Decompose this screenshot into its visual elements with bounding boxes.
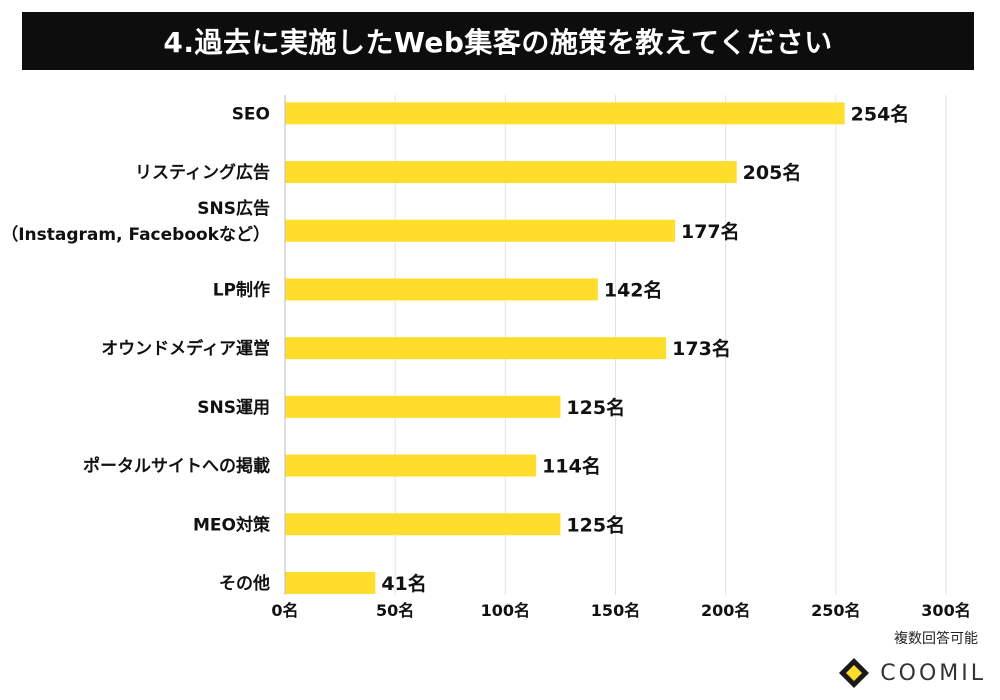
value-label-4: 173名 (672, 337, 731, 360)
bar-6 (285, 454, 537, 477)
value-label-6: 114名 (542, 455, 601, 478)
bar-3 (285, 278, 598, 301)
tick-label-100: 100名 (481, 601, 530, 620)
bar-2 (285, 219, 675, 242)
bar-1 (285, 161, 737, 184)
tick-label-200: 200名 (701, 601, 750, 620)
category-label-6: ポータルサイトへの掲載 (83, 456, 270, 477)
value-label-5: 125名 (566, 396, 625, 419)
diamond-chevron-icon (839, 658, 870, 688)
tick-label-50: 50名 (376, 601, 414, 620)
value-label-8: 41名 (381, 572, 426, 595)
category-label-1: リスティング広告 (135, 162, 270, 183)
bar-8 (285, 571, 376, 594)
tick-label-250: 250名 (811, 601, 860, 620)
tick-label-0: 0名 (271, 601, 298, 620)
value-label-2: 177名 (681, 220, 740, 243)
bar-4 (285, 337, 667, 360)
brand-logo: COOMIL (836, 656, 986, 690)
value-label-0: 254名 (851, 102, 910, 125)
chart-title: 4.過去に実施したWeb集客の施策を教えてください (163, 26, 833, 59)
category-label-4: オウンドメディア運営 (101, 338, 270, 359)
category-label-2-1: （Instagram, Facebookなど） (1, 224, 270, 245)
category-label-5: SNS運用 (197, 398, 270, 418)
chart-title-bar: 4.過去に実施したWeb集客の施策を教えてください (22, 12, 974, 70)
value-label-3: 142名 (604, 278, 663, 301)
category-label-2-0: SNS広告 (197, 198, 270, 219)
brand-name: COOMIL (880, 660, 986, 686)
tick-label-300: 300名 (921, 601, 970, 620)
multiple-answer-note: 複数回答可能 (894, 631, 978, 647)
bar-7 (285, 513, 561, 536)
category-label-0: SEO (232, 104, 270, 124)
category-label-3: LP制作 (213, 279, 270, 300)
value-label-1: 205名 (743, 161, 802, 184)
category-label-8: その他 (219, 573, 270, 594)
bar-5 (285, 395, 561, 418)
bar-0 (285, 102, 845, 125)
tick-label-150: 150名 (591, 601, 640, 620)
value-label-7: 125名 (566, 513, 625, 536)
category-label-7: MEO対策 (193, 514, 271, 535)
